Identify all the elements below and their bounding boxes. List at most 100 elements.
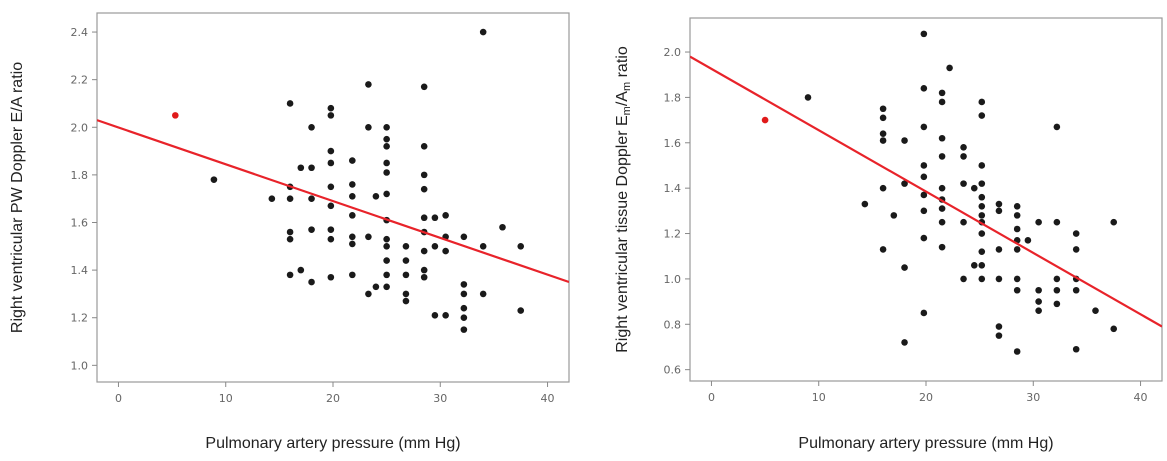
y-tick-label: 2.2 — [71, 74, 89, 87]
data-point — [970, 184, 978, 192]
data-point — [920, 85, 928, 92]
data-point — [1053, 123, 1061, 131]
data-point — [978, 212, 986, 219]
data-point — [327, 104, 335, 112]
data-point — [431, 312, 439, 319]
data-point — [286, 195, 294, 202]
y-axis-label: Right ventricular tissue Doppler Em/Am r… — [614, 46, 633, 353]
data-point — [286, 271, 294, 279]
y-tick-label: 1.8 — [71, 169, 89, 182]
data-point — [460, 326, 468, 333]
data-point — [420, 83, 428, 91]
data-point — [297, 266, 305, 274]
data-point — [402, 297, 410, 305]
data-point — [308, 278, 315, 286]
data-point — [517, 307, 525, 314]
y-tick-label: 2.4 — [71, 26, 89, 39]
data-point — [879, 137, 887, 144]
data-point — [1035, 218, 1042, 226]
data-point — [327, 159, 335, 167]
data-point — [938, 98, 946, 106]
data-point — [402, 290, 410, 298]
data-point — [460, 304, 468, 312]
data-point — [938, 134, 946, 142]
data-point — [1110, 325, 1118, 333]
data-point — [978, 275, 986, 283]
y-tick-label: 0.6 — [664, 364, 682, 377]
data-point — [383, 271, 390, 279]
y-axis-label: Right ventricular PW Doppler E/A ratio — [9, 62, 26, 333]
data-point — [995, 275, 1003, 283]
data-point — [420, 185, 428, 193]
data-point — [349, 181, 356, 188]
y-axis-label-subscript: m — [621, 82, 633, 91]
data-point — [978, 230, 986, 237]
data-point — [420, 266, 428, 274]
data-point — [1053, 286, 1061, 294]
y-axis-label-part: Right ventricular PW Doppler E/A ratio — [9, 62, 26, 333]
data-point — [327, 183, 335, 191]
data-point — [1035, 307, 1042, 314]
data-point — [268, 195, 276, 202]
data-point — [938, 153, 946, 160]
data-point — [349, 240, 356, 248]
data-point — [1072, 286, 1080, 294]
data-point — [383, 169, 390, 176]
data-point — [901, 339, 908, 346]
y-tick-label: 1.4 — [664, 182, 682, 195]
data-point — [349, 212, 356, 219]
data-point — [978, 261, 986, 269]
data-point — [978, 180, 986, 187]
data-point — [383, 257, 390, 264]
data-point — [297, 164, 305, 172]
data-point — [365, 123, 372, 131]
data-point — [286, 235, 294, 243]
data-point — [383, 143, 390, 150]
y-tick-label: 1.2 — [664, 228, 682, 241]
data-point — [879, 184, 887, 192]
data-point — [402, 271, 410, 279]
data-point — [1013, 203, 1021, 210]
data-point — [920, 123, 928, 131]
data-point — [327, 202, 335, 210]
data-point — [517, 243, 525, 250]
y-tick-label: 1.0 — [71, 359, 89, 372]
data-point — [365, 290, 372, 298]
data-point — [995, 246, 1003, 253]
data-point — [861, 200, 869, 208]
data-point — [938, 184, 946, 192]
data-point — [995, 332, 1003, 339]
data-point — [978, 193, 986, 201]
data-point — [327, 235, 335, 243]
data-point — [365, 233, 372, 241]
data-point — [920, 234, 928, 242]
data-point — [901, 180, 908, 187]
data-point — [1035, 298, 1042, 305]
data-point — [978, 98, 986, 106]
data-point — [383, 135, 390, 143]
data-points — [761, 30, 1118, 355]
data-point — [349, 233, 356, 241]
data-point — [442, 312, 449, 319]
data-point — [420, 171, 428, 179]
data-point — [460, 314, 468, 322]
data-point — [960, 153, 967, 160]
data-point — [1013, 246, 1021, 253]
data-point — [420, 214, 428, 222]
data-point — [970, 261, 978, 269]
data-point — [978, 248, 986, 255]
x-tick-label: 10 — [219, 392, 233, 405]
data-point — [349, 193, 356, 200]
data-point — [372, 193, 380, 200]
chart-right-tissue-doppler: 0.6 0.8 1.0 1.2 1.4 1.6 1.8 2.0 0 10 20 30 40 Pulmona… — [614, 17, 1163, 452]
data-point — [938, 205, 946, 212]
data-point — [938, 218, 946, 226]
data-point — [286, 228, 294, 236]
data-point — [308, 164, 315, 172]
y-tick-label: 1.6 — [71, 216, 89, 229]
data-point — [1053, 275, 1061, 283]
data-point — [890, 212, 898, 219]
data-point — [431, 243, 439, 250]
x-tick-label: 0 — [708, 391, 715, 404]
